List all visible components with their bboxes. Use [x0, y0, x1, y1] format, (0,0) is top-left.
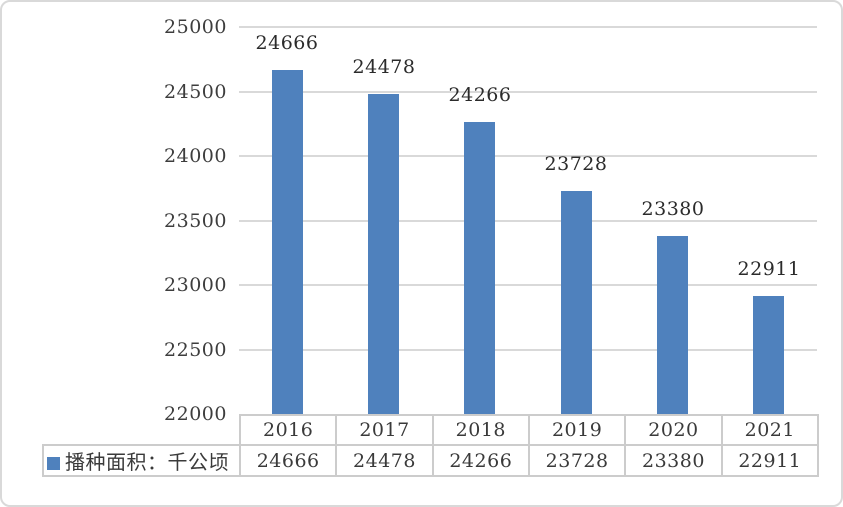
value-cell-2019: 23728 — [527, 444, 627, 477]
bar-2021 — [753, 296, 784, 414]
y-tick-label-22500: 22500 — [164, 338, 227, 361]
bar-2020 — [657, 236, 688, 414]
table-corner-empty — [43, 415, 240, 445]
data-label-2016: 24666 — [255, 32, 319, 54]
year-cell-2020: 2020 — [624, 414, 723, 446]
gridline-23500 — [239, 219, 817, 222]
bar-2016 — [272, 70, 303, 414]
year-cell-2021: 2021 — [720, 414, 819, 446]
gridline-24500 — [239, 90, 817, 93]
data-label-2017: 24478 — [352, 56, 416, 78]
gridline-25000 — [239, 26, 817, 28]
data-label-2020: 23380 — [641, 198, 705, 220]
legend-label: 播种面积：千公顷 — [65, 450, 229, 474]
gridline-23000 — [239, 284, 817, 286]
bar-2018 — [464, 122, 495, 414]
y-tick-label-24500: 24500 — [164, 80, 227, 103]
value-cell-2016: 24666 — [238, 444, 338, 477]
y-tick-label-22000: 22000 — [164, 403, 227, 425]
value-cell-2017: 24478 — [335, 444, 434, 477]
value-cell-2018: 24266 — [431, 444, 530, 477]
y-tick-label-23000: 23000 — [164, 274, 227, 296]
data-table: 2016 2017 2018 2019 2020 2021 播种面积：千公顷 24666 244… — [42, 414, 819, 477]
legend-cell: 播种面积：千公顷 — [42, 444, 241, 477]
value-cell-2020: 23380 — [624, 444, 723, 477]
y-tick-label-24000: 24000 — [164, 145, 227, 167]
data-label-2018: 24266 — [448, 84, 512, 106]
data-label-2021: 22911 — [737, 258, 801, 280]
year-cell-2017: 2017 — [335, 414, 434, 446]
y-tick-label-25000: 25000 — [164, 16, 227, 38]
legend-marker-icon — [47, 457, 60, 470]
data-label-2019: 23728 — [544, 153, 608, 175]
year-cell-2018: 2018 — [431, 414, 530, 446]
bar-2017 — [368, 94, 399, 414]
year-cell-2016: 2016 — [238, 414, 338, 446]
y-tick-label-23500: 23500 — [164, 209, 227, 232]
gridline-22500 — [239, 348, 817, 351]
bar-2019 — [561, 191, 592, 414]
year-cell-2019: 2019 — [527, 414, 627, 446]
gridline-24000 — [239, 155, 817, 157]
value-cell-2021: 22911 — [720, 444, 819, 477]
